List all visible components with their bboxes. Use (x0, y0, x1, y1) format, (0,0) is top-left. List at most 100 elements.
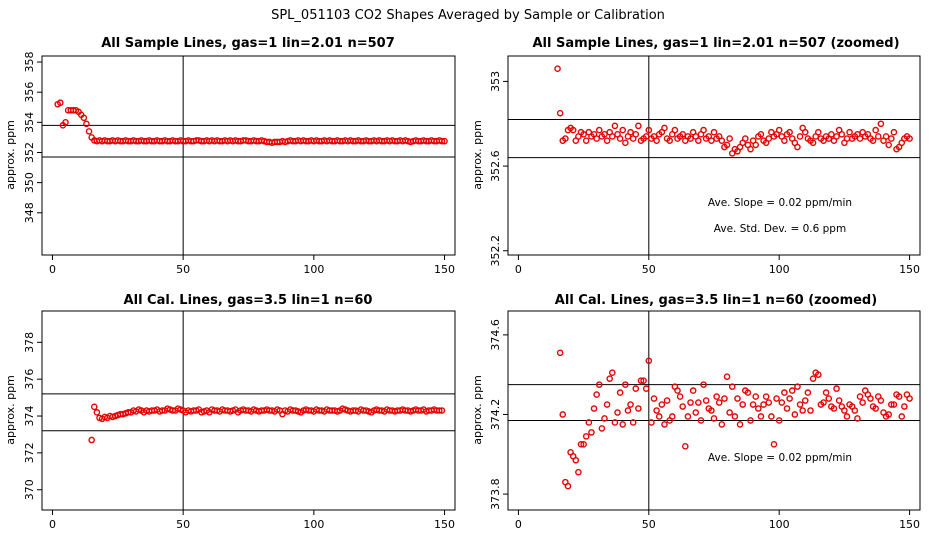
data-point (687, 135, 694, 142)
data-point (859, 399, 866, 406)
data-point (762, 393, 770, 400)
data-point (559, 411, 567, 418)
data-point (616, 135, 624, 142)
y-tick-label: 354 (23, 112, 36, 133)
data-point (796, 401, 804, 408)
data-point (438, 137, 446, 145)
data-point (877, 120, 885, 128)
data-point (755, 405, 762, 412)
data-point (825, 395, 833, 402)
y-tick-label: 374 (23, 406, 36, 427)
data-point (622, 381, 629, 388)
data-point (786, 395, 793, 402)
data-point (595, 381, 603, 388)
data-point (736, 421, 744, 428)
y-tick-label: 374.2 (489, 399, 502, 431)
data-point (590, 405, 598, 412)
data-point (441, 137, 448, 145)
data-point (788, 387, 796, 394)
data-point (697, 417, 705, 424)
data-point (569, 126, 577, 134)
y-tick-label: 374.6 (489, 319, 502, 351)
data-point (624, 407, 632, 414)
data-point (744, 389, 752, 396)
data-point (575, 468, 582, 476)
data-point (804, 389, 812, 396)
data-point (749, 401, 757, 408)
data-point (809, 139, 817, 147)
data-point (809, 375, 817, 382)
x-tick-label: 0 (49, 518, 56, 531)
data-point (843, 413, 851, 420)
data-point (890, 128, 898, 136)
x-tick-label: 150 (434, 518, 455, 531)
data-point (632, 131, 640, 138)
data-point (796, 133, 804, 140)
data-point (62, 119, 69, 126)
data-point (882, 133, 890, 140)
data-point (846, 128, 853, 136)
data-point (715, 399, 723, 406)
data-point (835, 397, 843, 404)
data-point (770, 441, 778, 448)
panel-sample-lines-zoomed: All Sample Lines, gas=1 lin=2.01 n=507 (… (471, 36, 900, 235)
data-point (867, 395, 874, 402)
data-point (700, 126, 707, 134)
data-point (622, 139, 629, 147)
data-point (661, 421, 668, 428)
data-point (93, 409, 101, 416)
data-point (830, 405, 838, 412)
data-point (695, 399, 702, 406)
data-point (710, 128, 718, 136)
data-point (595, 126, 603, 134)
data-point (781, 389, 788, 396)
data-point (564, 482, 572, 490)
plot-area-2: 0 50 100 150 352.2 352.6 353 (489, 55, 921, 276)
data-point (642, 133, 650, 140)
x-tick-label: 0 (515, 518, 522, 531)
data-point (708, 407, 715, 414)
data-point (572, 456, 580, 464)
data-point (83, 120, 90, 128)
plot-frame (41, 55, 456, 256)
y-axis-label: approx. ppm (471, 375, 484, 445)
data-point (648, 419, 655, 426)
data-point (88, 436, 95, 444)
y-tick-label: 348 (23, 202, 36, 223)
data-point (85, 128, 93, 135)
y-tick-label: 352.2 (489, 235, 502, 267)
y-axis-label: approx. ppm (4, 375, 17, 445)
x-tick-label: 100 (303, 263, 324, 276)
data-point (582, 433, 590, 440)
x-tick-label: 100 (303, 518, 324, 531)
data-point (80, 114, 88, 122)
data-point (609, 133, 616, 140)
data-point (765, 135, 773, 142)
y-tick-label: 378 (23, 332, 36, 353)
data-point (554, 65, 561, 73)
data-point (734, 395, 741, 402)
data-point (768, 413, 775, 420)
data-point (619, 421, 627, 428)
data-point (708, 137, 715, 144)
data-point (635, 405, 642, 412)
panel-cal-lines-zoomed: All Cal. Lines, gas=3.5 lin=1 n=60 (zoom… (471, 293, 877, 464)
data-point (682, 443, 689, 450)
data-point (721, 395, 728, 402)
panel-title: All Cal. Lines, gas=3.5 lin=1 n=60 (124, 293, 373, 308)
data-point (757, 413, 765, 420)
data-point (783, 405, 791, 412)
y-tick-label: 358 (23, 52, 36, 73)
data-point (695, 137, 702, 144)
data-point (890, 401, 898, 408)
data-point (679, 403, 687, 410)
data-point (90, 403, 98, 411)
panel-title: All Sample Lines, gas=1 lin=2.01 n=507 (101, 36, 395, 51)
data-point (632, 385, 640, 392)
x-tick-label: 150 (434, 263, 455, 276)
data-point (614, 409, 621, 416)
y-axis-label: approx. ppm (471, 120, 484, 190)
data-point (775, 126, 783, 134)
data-point (747, 145, 754, 153)
data-point (577, 441, 585, 448)
